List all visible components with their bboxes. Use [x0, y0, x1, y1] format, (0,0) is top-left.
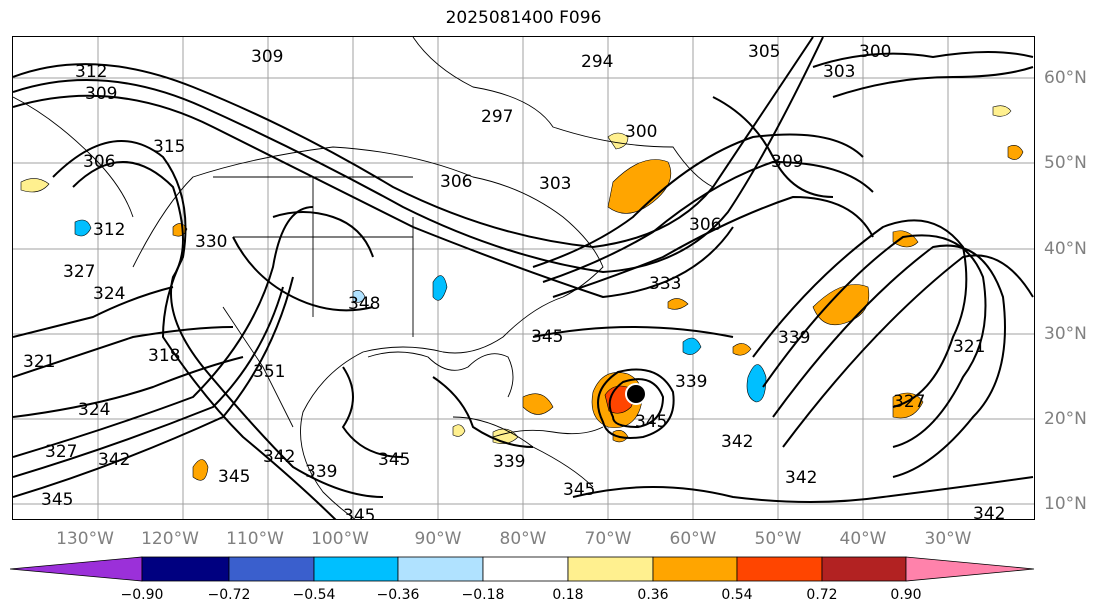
contour-label: 300 [625, 122, 657, 142]
contour-label: 342 [721, 432, 753, 452]
contour-label: 345 [635, 412, 667, 432]
colorbar-segment [821, 556, 907, 582]
colorbar-segment [567, 556, 654, 582]
contour-label: 342 [973, 504, 1005, 520]
colorbar-tick: 0.36 [637, 587, 669, 603]
contour-label: 297 [481, 107, 513, 127]
lat-label: 60°N [1044, 68, 1087, 88]
graticule [13, 37, 1034, 519]
lon-label: 30°W [924, 529, 972, 549]
colorbar-tick: −0.90 [120, 587, 164, 603]
contour-label: 303 [823, 62, 855, 82]
contour-label: 318 [148, 346, 180, 366]
colorbar-segment [313, 556, 399, 582]
lon-label: 100°W [311, 529, 369, 549]
colorbar-segment [141, 556, 230, 582]
contour-label: 324 [93, 284, 125, 304]
contour-label: 345 [563, 480, 595, 500]
lat-label: 50°N [1044, 153, 1087, 173]
contour-label: 306 [689, 215, 721, 235]
contour-label: 303 [539, 174, 571, 194]
colorbar-segment [736, 556, 823, 582]
contour-label: 309 [85, 84, 117, 104]
contour-label: 312 [93, 220, 125, 240]
lon-label: 90°W [414, 529, 462, 549]
colorbar-segment [228, 556, 315, 582]
lat-label: 10°N [1044, 494, 1087, 514]
storm-center-marker [625, 383, 647, 405]
lon-label: 110°W [226, 529, 284, 549]
colorbar-segment [10, 556, 143, 582]
colorbar-segment [652, 556, 738, 582]
contour-label: 309 [251, 47, 283, 67]
contour-label: 312 [75, 62, 107, 82]
map-title: 2025081400 F096 [445, 8, 602, 28]
colorbar-tick: 0.54 [721, 587, 753, 603]
contour-label: 330 [195, 232, 227, 252]
colorbar-tick: −0.18 [461, 587, 505, 603]
contour-label: 339 [778, 328, 810, 348]
colorbar-tick: −0.36 [376, 587, 420, 603]
colorbar-segment [905, 556, 1035, 582]
contour-label: 327 [45, 442, 77, 462]
anomaly-shading [20, 105, 1024, 481]
lon-label: 40°W [839, 529, 887, 549]
contour-label: 339 [493, 452, 525, 472]
contour-label: 345 [41, 490, 73, 510]
colorbar-tick: −0.54 [292, 587, 336, 603]
contour-label: 333 [649, 274, 681, 294]
contour-label: 348 [348, 294, 380, 314]
contour-label: 321 [23, 352, 55, 372]
colorbar-tick: −0.72 [207, 587, 251, 603]
contour-label: 342 [98, 450, 130, 470]
map-panel: 309 312 309 306 315 312 324 327 330 318 … [12, 36, 1035, 520]
contour-label: 345 [378, 450, 410, 470]
contour-label: 327 [893, 392, 925, 412]
contour-label: 294 [581, 52, 613, 72]
lon-label: 70°W [584, 529, 632, 549]
colorbar [10, 556, 1035, 582]
contour-label: 306 [83, 152, 115, 172]
contour-label: 345 [343, 506, 375, 520]
colorbar-tick: 0.18 [552, 587, 584, 603]
contour-label: 345 [531, 327, 563, 347]
contour-label: 345 [218, 467, 250, 487]
contour-label: 324 [78, 400, 110, 420]
colorbar-tick: 0.72 [806, 587, 838, 603]
height-contours [13, 37, 1034, 519]
colorbar-tick: 0.90 [890, 587, 922, 603]
contour-label: 321 [953, 337, 985, 357]
lat-label: 40°N [1044, 239, 1087, 259]
colorbar-segment [397, 556, 484, 582]
contour-label: 342 [263, 447, 295, 467]
lon-label: 50°W [754, 529, 802, 549]
contour-label: 339 [305, 462, 337, 482]
lon-label: 120°W [141, 529, 199, 549]
lat-label: 30°N [1044, 324, 1087, 344]
coastlines [13, 37, 714, 519]
lon-label: 130°W [56, 529, 114, 549]
lat-label: 20°N [1044, 409, 1087, 429]
contour-label: 342 [785, 468, 817, 488]
contour-label: 309 [771, 152, 803, 172]
map-svg: 309 312 309 306 315 312 324 327 330 318 … [13, 37, 1034, 520]
lon-label: 80°W [499, 529, 547, 549]
contour-label: 315 [153, 137, 185, 157]
contour-label: 339 [675, 372, 707, 392]
contour-labels: 309 312 309 306 315 312 324 327 330 318 … [23, 42, 1005, 520]
contour-label: 327 [63, 262, 95, 282]
lon-label: 60°W [669, 529, 717, 549]
colorbar-segment [482, 556, 569, 582]
contour-label: 305 [748, 42, 780, 62]
contour-label: 351 [253, 362, 285, 382]
contour-label: 300 [859, 42, 891, 62]
contour-label: 306 [440, 172, 472, 192]
